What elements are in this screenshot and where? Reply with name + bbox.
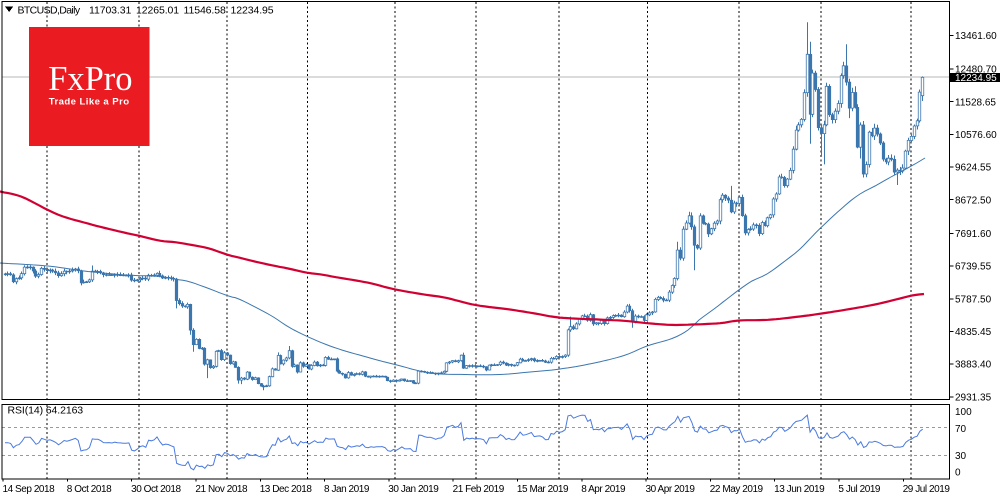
svg-text:21 Nov 2018: 21 Nov 2018 [195, 484, 248, 495]
svg-text:8672.50: 8672.50 [955, 195, 992, 206]
svg-text:6739.55: 6739.55 [955, 262, 992, 273]
svg-text:9624.55: 9624.55 [955, 163, 992, 174]
svg-text:5 Jul 2019: 5 Jul 2019 [838, 484, 881, 495]
svg-text:29 Jul 2019: 29 Jul 2019 [903, 484, 951, 495]
svg-text:30: 30 [955, 451, 967, 462]
svg-text:11528.65: 11528.65 [955, 97, 996, 108]
svg-text:12480.70: 12480.70 [955, 65, 997, 76]
svg-text:12234.95: 12234.95 [231, 5, 274, 17]
svg-text:4835.45: 4835.45 [955, 327, 992, 338]
svg-text:30 Apr 2019: 30 Apr 2019 [646, 484, 696, 495]
svg-text:8 Apr 2019: 8 Apr 2019 [581, 484, 626, 495]
svg-text:2931.35: 2931.35 [955, 392, 992, 403]
svg-text:8 Jan 2019: 8 Jan 2019 [324, 484, 370, 495]
svg-text:12234.95: 12234.95 [955, 73, 997, 84]
svg-text:15 Mar 2019: 15 Mar 2019 [517, 484, 569, 495]
svg-text:100: 100 [955, 407, 972, 418]
svg-text:70: 70 [955, 424, 967, 435]
svg-text:Trade Like a Pro: Trade Like a Pro [49, 97, 130, 108]
svg-text:13461.60: 13461.60 [955, 31, 997, 42]
svg-text:7691.60: 7691.60 [955, 229, 992, 240]
svg-text:22 May 2019: 22 May 2019 [710, 484, 764, 495]
svg-text:FxPro: FxPro [48, 60, 132, 98]
svg-text:0: 0 [955, 468, 961, 479]
svg-text:5787.50: 5787.50 [955, 294, 992, 305]
svg-text:13 Jun 2019: 13 Jun 2019 [774, 484, 825, 495]
svg-text:RSI(14) 64.2163: RSI(14) 64.2163 [8, 405, 84, 417]
svg-text:8 Oct 2018: 8 Oct 2018 [67, 484, 112, 495]
svg-text:10576.60: 10576.60 [955, 130, 997, 141]
svg-text:11546.58: 11546.58 [184, 5, 226, 17]
svg-text:30 Jan 2019: 30 Jan 2019 [388, 484, 439, 495]
svg-text:30 Oct 2018: 30 Oct 2018 [131, 484, 181, 495]
svg-text:13 Dec 2018: 13 Dec 2018 [260, 484, 313, 495]
svg-text:14 Sep 2018: 14 Sep 2018 [3, 484, 56, 495]
svg-text:12265.01: 12265.01 [136, 5, 179, 17]
svg-text:11703.31: 11703.31 [89, 5, 131, 17]
svg-text:3883.40: 3883.40 [955, 360, 992, 371]
svg-text:BTCUSD,Daily: BTCUSD,Daily [18, 5, 81, 17]
svg-text:21 Feb 2019: 21 Feb 2019 [453, 484, 505, 495]
